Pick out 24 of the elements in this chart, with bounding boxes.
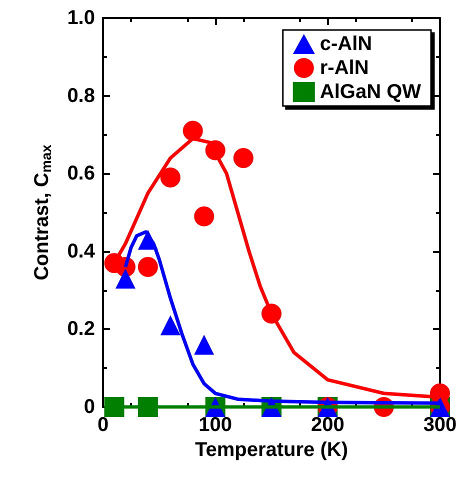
x-axis-title: Temperature (K) bbox=[195, 438, 348, 461]
y-axis-title: Contrast, Cmax bbox=[31, 144, 54, 280]
point bbox=[160, 315, 180, 336]
y-tick-label: 0.6 bbox=[67, 162, 95, 185]
point bbox=[233, 148, 254, 168]
legend-label: c-AlN bbox=[320, 33, 372, 55]
point bbox=[160, 167, 180, 188]
y-tick-label: 0.4 bbox=[67, 240, 96, 262]
x-tick-label: 0 bbox=[97, 414, 109, 436]
point bbox=[194, 206, 214, 226]
x-tick-label: 200 bbox=[310, 414, 344, 436]
y-tick-label: 1.0 bbox=[67, 7, 95, 29]
point bbox=[194, 334, 214, 355]
legend-label: AlGaN QW bbox=[320, 81, 422, 103]
point bbox=[104, 397, 124, 417]
legend-label: r-AlN bbox=[320, 57, 369, 79]
y-tick-label: 0 bbox=[84, 396, 95, 418]
x-tick-label: 100 bbox=[198, 414, 232, 436]
point bbox=[138, 256, 158, 277]
point bbox=[115, 268, 136, 289]
y-tick-label: 0.2 bbox=[67, 318, 95, 340]
y-tick-label: 0.8 bbox=[67, 84, 95, 107]
x-tick-label: 300 bbox=[423, 414, 457, 436]
point bbox=[182, 120, 203, 141]
